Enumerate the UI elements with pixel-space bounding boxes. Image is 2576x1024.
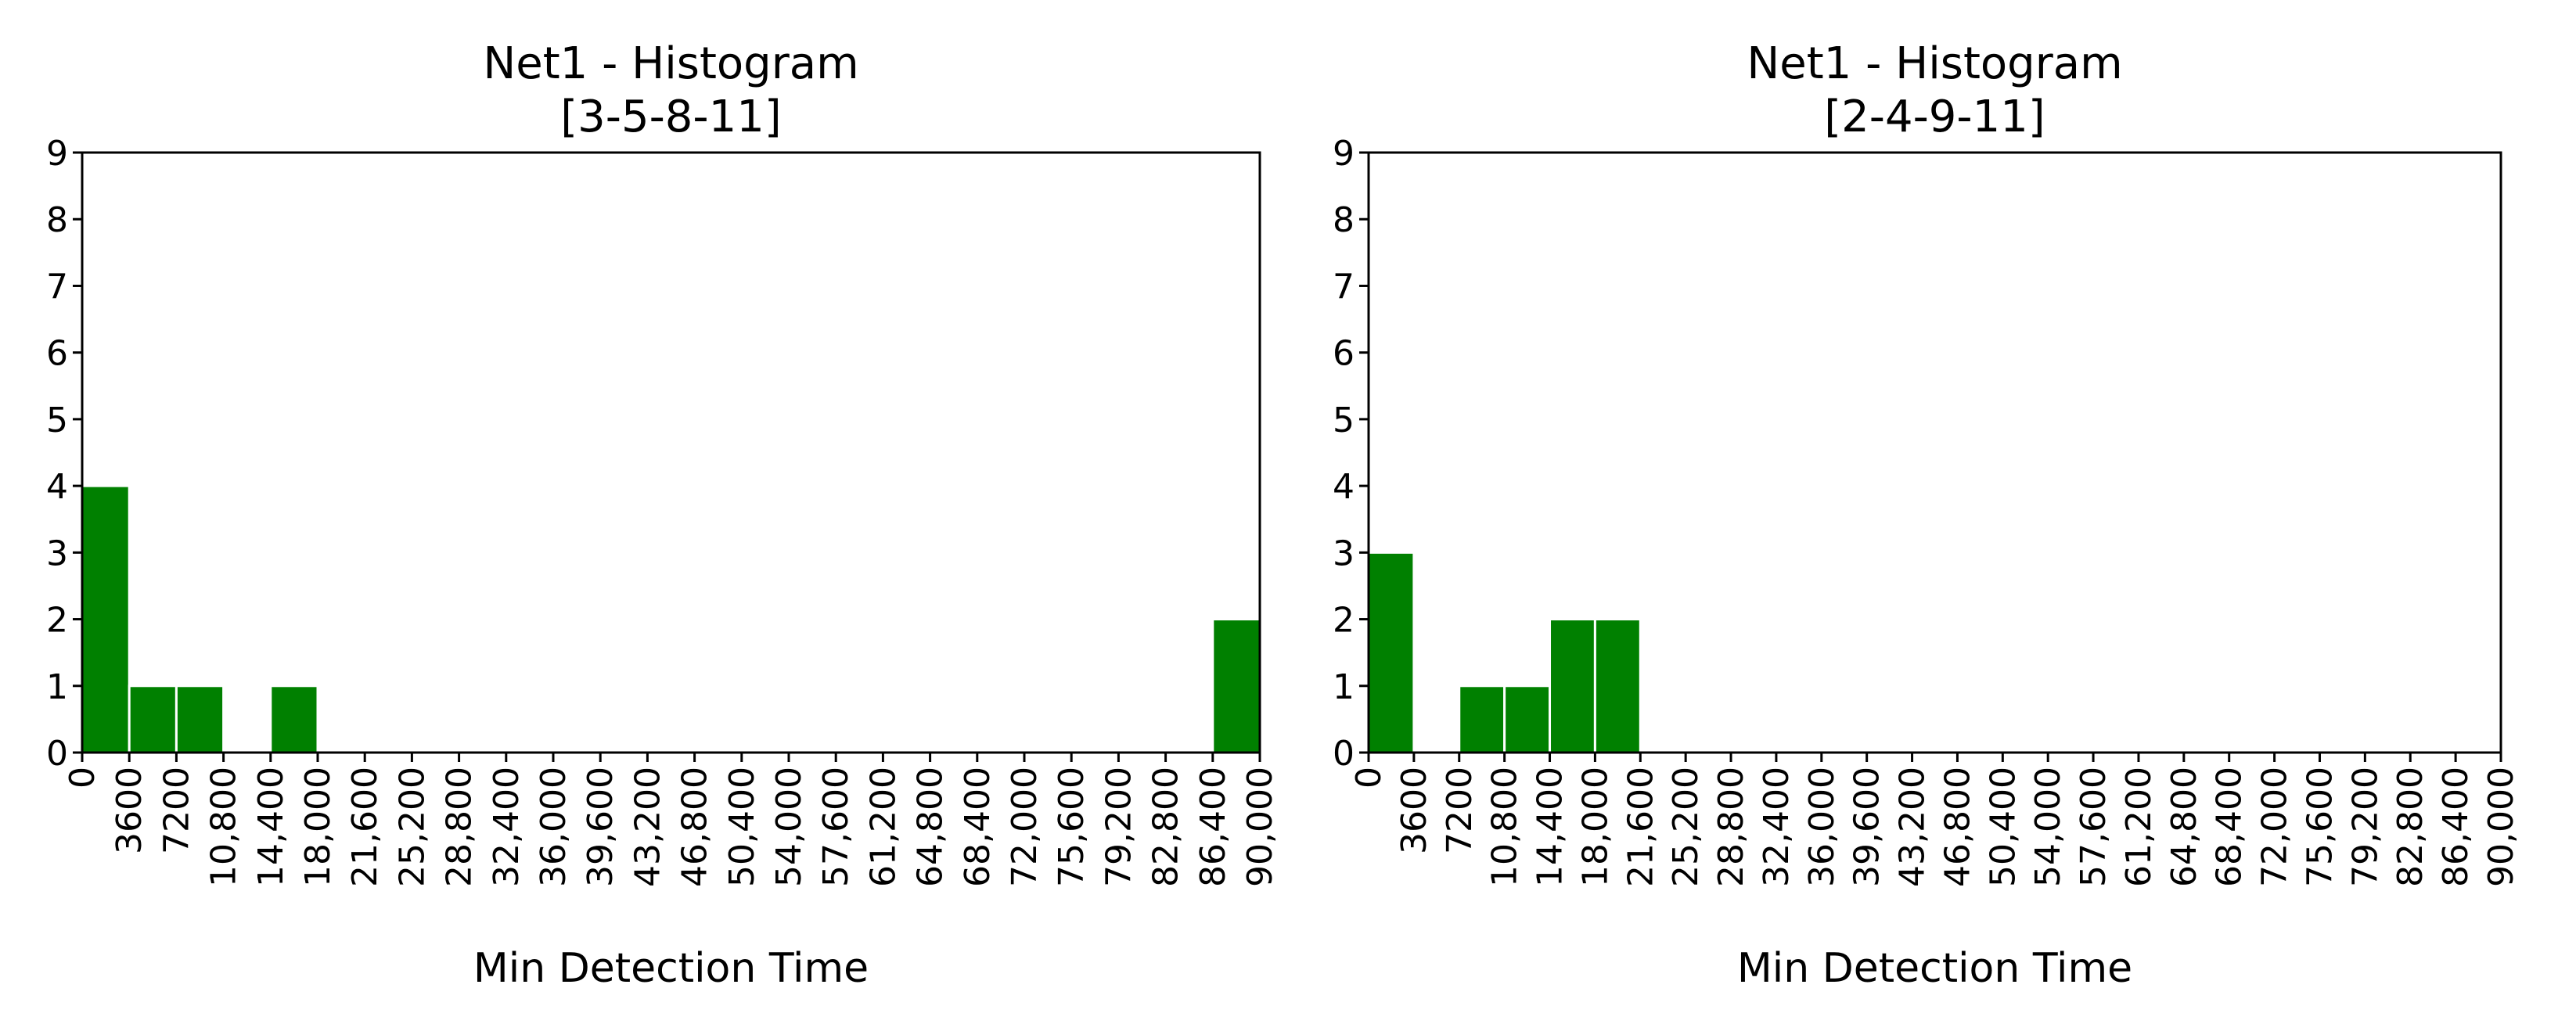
x-tick-label: 82,800 (2391, 767, 2430, 887)
x-tick-label: 39,600 (1847, 767, 1887, 887)
y-tick-label: 5 (46, 401, 68, 440)
y-tick-label: 4 (46, 467, 68, 507)
x-tick-label: 0 (1349, 767, 1389, 789)
bar (1458, 684, 1506, 754)
x-tick-label: 86,400 (2436, 767, 2476, 887)
y-tick-label: 6 (46, 334, 68, 374)
y-tick-label: 3 (1333, 534, 1355, 573)
bar (1503, 684, 1552, 754)
x-axis-label: Min Detection Time (473, 945, 869, 992)
y-tick-label: 6 (1333, 334, 1355, 374)
x-tick-label: 90,000 (1240, 767, 1280, 887)
x-axis-label: Min Detection Time (1737, 945, 2132, 992)
y-tick-label: 5 (1333, 401, 1355, 440)
plot-frame (1367, 151, 2502, 754)
chart-title: Net1 - Histogram (483, 38, 858, 89)
x-tick-label: 75,600 (2300, 767, 2340, 887)
bar (269, 684, 319, 754)
bar (1367, 551, 1416, 754)
y-tick-label: 8 (46, 200, 68, 240)
y-tick-label: 0 (1333, 734, 1355, 774)
x-tick-label: 43,200 (628, 767, 667, 887)
x-tick-label: 86,400 (1193, 767, 1233, 887)
x-tick-label: 0 (63, 767, 103, 789)
y-tick-label: 1 (46, 667, 68, 707)
x-tick-label: 61,200 (2119, 767, 2159, 887)
x-tick-label: 50,400 (1983, 767, 2023, 887)
chart-subtitle: [2-4-9-11] (1824, 92, 2045, 142)
chart: Net1 - Histogram[2-4-9-11] Min Detection … (1333, 38, 2521, 992)
x-tick-label: 36,000 (1802, 767, 1842, 887)
y-tick-label: 3 (46, 534, 68, 573)
x-tick-label: 39,600 (581, 767, 621, 887)
x-tick-label: 28,800 (440, 767, 480, 887)
y-tick-label: 8 (1333, 200, 1355, 240)
x-tick-label: 82,800 (1146, 767, 1186, 887)
y-tick-label: 9 (1333, 134, 1355, 174)
y-tick-label: 7 (1333, 267, 1355, 307)
y-tick-label: 2 (46, 601, 68, 641)
x-tick-label: 10,800 (204, 767, 244, 887)
x-tick-label: 3600 (110, 767, 149, 854)
y-tick-label: 1 (1333, 667, 1355, 707)
x-tick-label: 79,200 (1099, 767, 1139, 887)
x-tick-label: 14,400 (1531, 767, 1570, 887)
x-tick-label: 18,000 (1575, 767, 1615, 887)
bar (1593, 618, 1642, 754)
x-tick-label: 36,000 (534, 767, 574, 887)
x-tick-label: 14,400 (251, 767, 291, 887)
x-tick-label: 61,200 (863, 767, 903, 887)
x-tick-label: 79,200 (2345, 767, 2385, 887)
x-tick-label: 68,400 (2210, 767, 2250, 887)
chart-title: Net1 - Histogram (1747, 38, 2122, 89)
y-tick-label: 0 (46, 734, 68, 774)
x-tick-label: 64,800 (2164, 767, 2204, 887)
x-tick-label: 46,800 (675, 767, 715, 887)
x-tick-label: 75,600 (1052, 767, 1092, 887)
x-tick-label: 21,600 (1621, 767, 1660, 887)
x-tick-label: 18,000 (298, 767, 338, 887)
bar (1549, 618, 1596, 754)
bar (174, 684, 225, 754)
x-tick-label: 32,400 (1757, 767, 1797, 887)
x-tick-label: 10,800 (1485, 767, 1525, 887)
x-tick-label: 25,200 (392, 767, 432, 887)
x-tick-label: 25,200 (1666, 767, 1706, 887)
y-tick-label: 9 (46, 134, 68, 174)
x-tick-label: 57,600 (816, 767, 856, 887)
y-tick-label: 7 (46, 267, 68, 307)
bar (128, 684, 178, 754)
x-tick-label: 32,400 (487, 767, 527, 887)
bar (81, 484, 131, 754)
chart: Net1 - Histogram[3-5-8-11] Min Detection … (46, 38, 1280, 992)
x-tick-label: 28,800 (1711, 767, 1751, 887)
x-tick-label: 46,800 (1937, 767, 1977, 887)
plot-frame (81, 151, 1261, 754)
x-tick-label: 72,000 (1005, 767, 1045, 887)
x-tick-label: 7200 (157, 767, 196, 854)
y-tick-label: 2 (1333, 601, 1355, 641)
x-tick-label: 57,600 (2074, 767, 2114, 887)
bar (1211, 618, 1261, 754)
x-tick-label: 43,200 (1893, 767, 1933, 887)
x-tick-label: 64,800 (911, 767, 951, 887)
x-tick-label: 7200 (1440, 767, 1480, 854)
x-tick-label: 68,400 (958, 767, 998, 887)
x-tick-label: 90,000 (2481, 767, 2521, 887)
x-tick-label: 72,000 (2255, 767, 2295, 887)
x-tick-label: 50,400 (722, 767, 762, 887)
x-tick-label: 54,000 (2028, 767, 2068, 887)
x-tick-label: 3600 (1394, 767, 1434, 854)
x-tick-label: 54,000 (769, 767, 809, 887)
chart-subtitle: [3-5-8-11] (560, 92, 781, 142)
y-tick-label: 4 (1333, 467, 1355, 507)
x-tick-label: 21,600 (345, 767, 385, 887)
